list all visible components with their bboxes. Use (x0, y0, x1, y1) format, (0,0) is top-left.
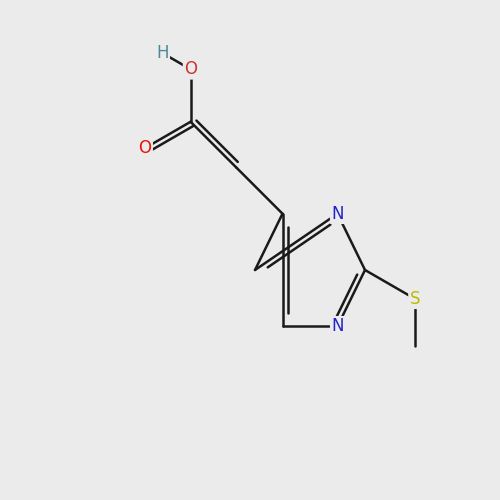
Text: H: H (156, 44, 168, 62)
Text: O: O (184, 60, 197, 78)
Text: N: N (331, 318, 344, 336)
Text: S: S (410, 290, 420, 308)
Text: O: O (138, 139, 151, 157)
Text: N: N (331, 204, 344, 222)
